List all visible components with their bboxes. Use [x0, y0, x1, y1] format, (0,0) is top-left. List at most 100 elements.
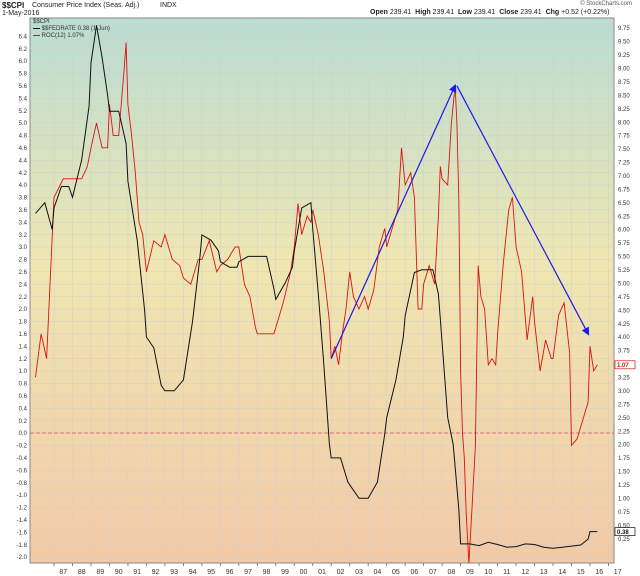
left-tick-label: 2.0: [19, 307, 28, 313]
right-tick-label: 4.25: [618, 322, 630, 328]
right-axis: 0.25 0.50 0.75 1.00 1.25 1.50 1.75 2.00 2.25 2.50…: [618, 26, 630, 543]
watermark: © StockCharts.com: [580, 1, 632, 7]
left-tick-label: 5.0: [19, 121, 28, 127]
trend-arrows: [330, 83, 590, 359]
right-tick-label: 5.75: [618, 241, 630, 247]
open-label: Open: [370, 9, 388, 16]
chart-date: 1-May-2016: [2, 10, 40, 17]
left-tick-label: 4.4: [19, 158, 28, 164]
end-label-box: [614, 360, 636, 370]
left-tick-label: 1.0: [19, 369, 28, 375]
x-tick-label: 07: [429, 569, 437, 576]
x-tick-label: 01: [318, 569, 326, 576]
left-tick-label: 3.4: [19, 220, 28, 226]
right-tick-label: 6.25: [618, 214, 630, 220]
x-tick-label: 06: [411, 569, 419, 576]
ohlc-readout: Open 239.41 High 239.41 Low 239.41 Close…: [370, 9, 609, 16]
x-tick-label: 14: [558, 569, 566, 576]
x-tick-label: 94: [189, 569, 197, 576]
left-tick-label: 3.6: [19, 208, 28, 214]
left-tick-label: -1.4: [17, 518, 28, 524]
left-tick-label: -0.2: [17, 444, 28, 450]
left-tick-label: 0.6: [19, 394, 28, 400]
left-tick-label: -1.2: [17, 506, 28, 512]
chg-value: +0.52 (+0.22%): [561, 9, 610, 16]
x-tick-label: 88: [78, 569, 86, 576]
chart-name: Consumer Price Index (Seas. Adj.): [32, 2, 140, 9]
left-tick-label: 0.8: [19, 382, 28, 388]
left-tick-label: 3.0: [19, 245, 28, 251]
right-tick-label: 9.50: [618, 40, 630, 46]
x-tick-label: 09: [466, 569, 474, 576]
legend-cpi: $$CPI: [33, 19, 50, 25]
x-tick-label: 03: [355, 569, 363, 576]
left-tick-label: -1.0: [17, 493, 28, 499]
left-tick-label: 1.4: [19, 344, 28, 350]
right-tick-label: 1.50: [618, 470, 630, 476]
x-tick-label: 04: [374, 569, 382, 576]
right-tick-label: 0.75: [618, 510, 630, 516]
left-tick-label: 1.8: [19, 320, 28, 326]
left-tick-label: 2.6: [19, 270, 28, 276]
open-value: 239.41: [389, 9, 412, 16]
x-tick-label: 93: [170, 569, 178, 576]
right-tick-label: 6.75: [618, 187, 630, 193]
left-tick-label: 1.2: [19, 357, 28, 363]
x-tick-label: 98: [263, 569, 271, 576]
high-value: 239.41: [432, 9, 455, 16]
left-tick-label: 5.4: [19, 96, 28, 102]
fedrate-line: [35, 25, 598, 549]
left-axis: -2.0 -1.8 -1.6 -1.4 -1.2 -1.0 -0.8 -0.6 -0.4 -0.2…: [17, 34, 28, 561]
right-tick-label: 2.25: [618, 429, 630, 435]
x-tick-label: 08: [447, 569, 455, 576]
right-tick-label: 9.25: [618, 53, 630, 59]
left-tick-label: 3.8: [19, 196, 28, 202]
end-label-box: [614, 527, 636, 536]
legend-roc: ROC(12) 1.07%: [33, 33, 84, 39]
x-axis: 87 88 89 90 91 92 93 94 95 96 97 98 99 00 01 02 03 04 05 06…: [53, 563, 622, 576]
roc-line: [35, 42, 598, 564]
left-tick-label: 5.8: [19, 72, 28, 78]
plot-background: [29, 17, 615, 564]
left-tick-label: -0.6: [17, 468, 28, 474]
x-tick-label: 00: [300, 569, 308, 576]
left-tick-label: 6.0: [19, 59, 28, 65]
left-tick-label: 2.4: [19, 282, 28, 288]
right-tick-label: 1.25: [618, 483, 630, 489]
right-tick-label: 9.75: [618, 26, 630, 32]
chart-symbol: $$CPI: [2, 1, 25, 10]
right-tick-label: 8.75: [618, 80, 630, 86]
left-tick-label: -1.8: [17, 543, 28, 549]
right-tick-label: 4.00: [618, 335, 630, 341]
legend-cpi-label: $$CPI: [33, 19, 50, 25]
left-tick-label: 5.2: [19, 109, 28, 115]
right-tick-label: 0.25: [618, 537, 630, 543]
left-tick-label: 6.2: [19, 47, 28, 53]
right-tick-label: 1.75: [618, 456, 630, 462]
right-tick-label: 3.25: [618, 376, 630, 382]
legend-roc-label: ROC(12) 1.07%: [41, 33, 85, 39]
right-tick-label: 9.00: [618, 67, 630, 73]
right-tick-label: 2.50: [618, 416, 630, 422]
right-tick-label: 3.75: [618, 349, 630, 355]
left-tick-label: 2.2: [19, 295, 28, 301]
x-tick-label: 87: [59, 569, 67, 576]
x-tick-label: 13: [540, 569, 548, 576]
legend-roc-swatch: [33, 34, 40, 36]
x-tick-label: 15: [577, 569, 585, 576]
legend-fedrate-swatch: [33, 27, 40, 29]
x-tick-label: 89: [96, 569, 104, 576]
right-tick-label: 1.00: [618, 496, 630, 502]
x-tick-label: 05: [392, 569, 400, 576]
left-tick-label: 1.6: [19, 332, 28, 338]
end-labels: 1.07 0.38: [614, 360, 636, 536]
left-tick-label: 4.6: [19, 146, 28, 152]
trend-arrow: [330, 83, 457, 359]
left-tick-label: 0.0: [19, 431, 28, 437]
x-tick-label: 12: [521, 569, 529, 576]
fedrate-series: [35, 25, 598, 549]
left-tick-label: 5.6: [19, 84, 28, 90]
left-tick-label: 3.2: [19, 233, 28, 239]
legend-fedrate-label: $$FEDRATE 0.38 (1-Jun): [41, 26, 110, 32]
right-tick-label: 3.00: [618, 389, 630, 395]
